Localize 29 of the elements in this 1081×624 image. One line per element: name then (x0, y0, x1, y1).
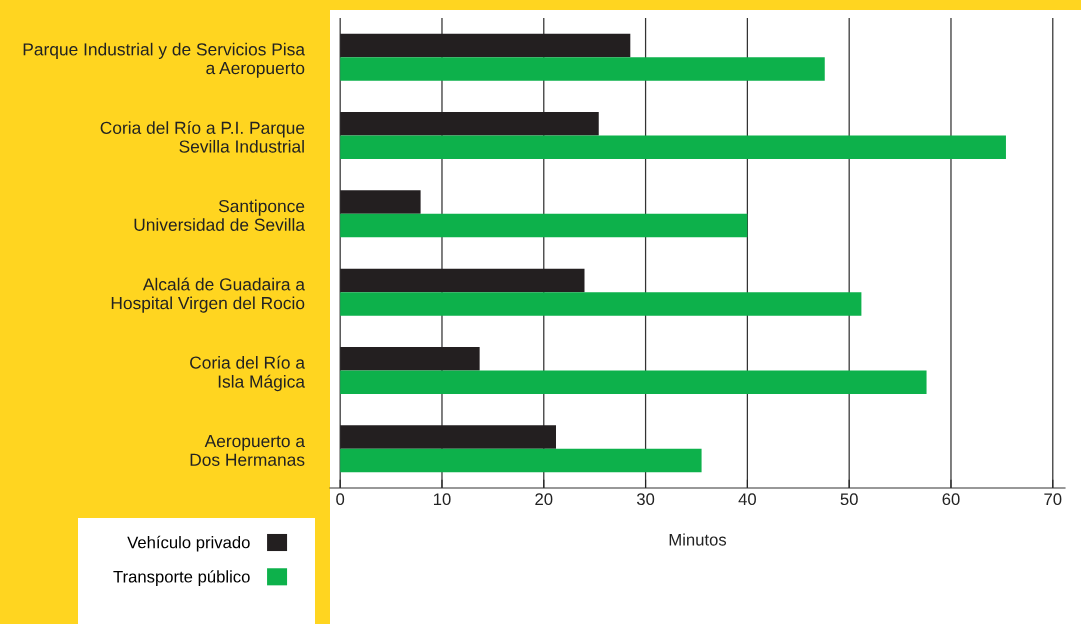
y-tick-label: Coria del Río a P.I. Parque Sevilla Industrial (100, 121, 305, 153)
x-tick-label: 60 (942, 493, 960, 506)
x-tick-label: 50 (840, 493, 858, 506)
legend-label: Vehículo privado (127, 535, 250, 552)
bar (340, 448, 702, 473)
bar (340, 370, 927, 394)
y-tick-label: Alcalá de Guadaira a Hospital Virgen del Rocio (111, 277, 306, 313)
bar (340, 190, 421, 214)
y-tick-label: Aeropuerto a Dos Hermanas (190, 435, 306, 466)
bar (340, 425, 556, 449)
x-tick-label: 40 (738, 493, 756, 506)
x-axis-title: Minutos (669, 533, 727, 546)
bar (340, 292, 862, 316)
y-tick-label: Santiponce Universidad de Sevilla (134, 199, 306, 231)
bar (340, 112, 599, 136)
bar (340, 135, 1006, 159)
bar (340, 213, 748, 238)
x-tick-label: 30 (636, 493, 655, 506)
x-tick-label: 10 (433, 493, 451, 506)
bar (340, 347, 480, 371)
x-tick-label: 0 (336, 493, 345, 506)
bar (340, 33, 631, 58)
x-tick-label: 70 (1044, 493, 1062, 506)
bar (340, 268, 585, 293)
legend-label: Transporte público (113, 570, 250, 586)
y-tick-label: Coria del Río a Isla Mágica (190, 355, 306, 392)
y-tick-label: Parque Industrial y de Servicios Pisa a Aeropuerto (23, 42, 306, 78)
bar (340, 57, 825, 81)
x-tick-label: 20 (535, 493, 553, 506)
